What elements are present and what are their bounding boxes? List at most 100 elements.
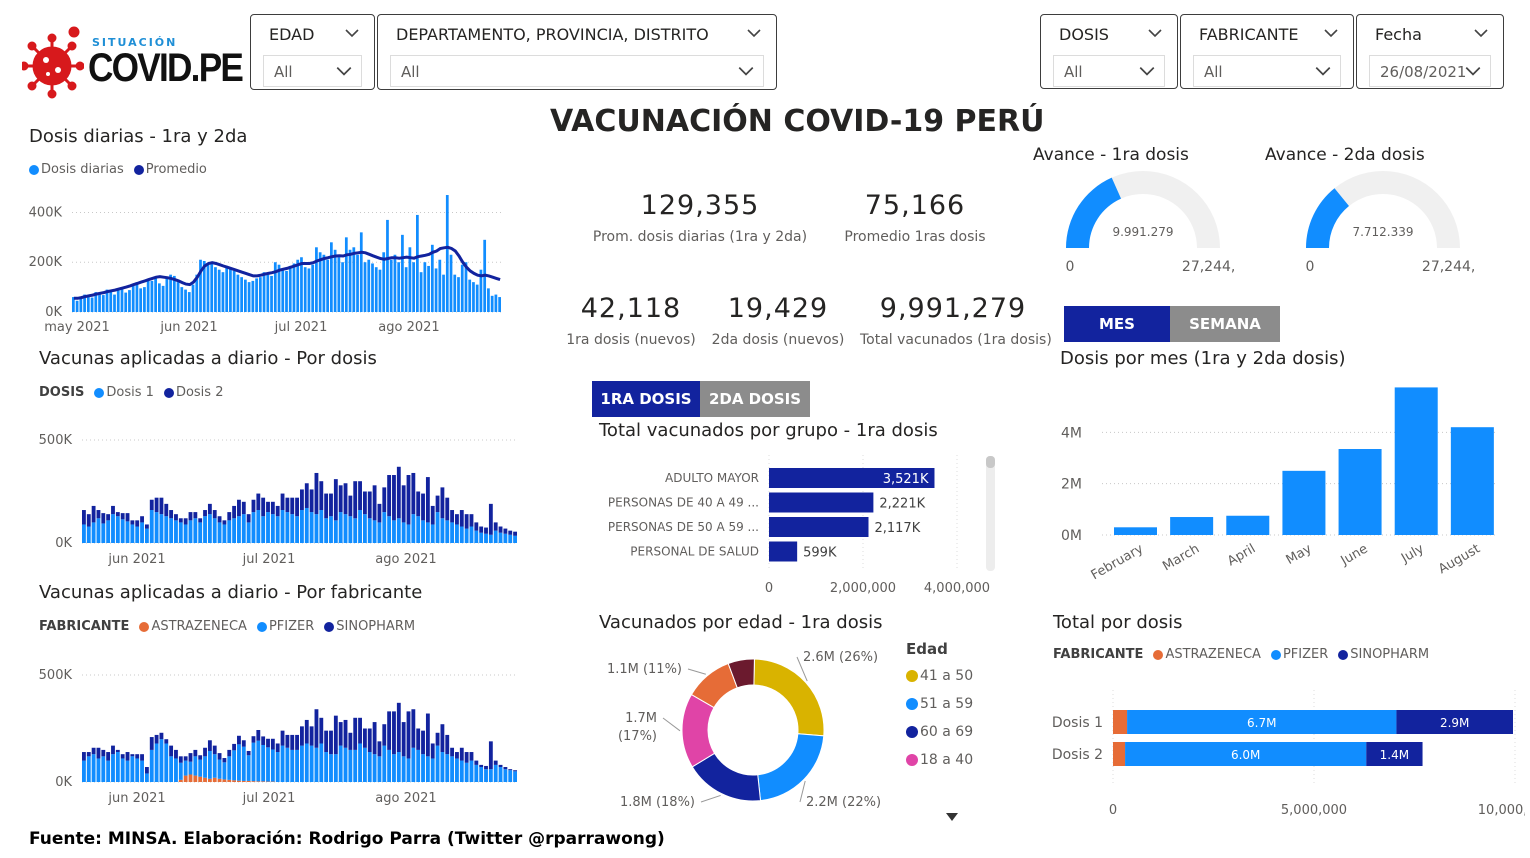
bar-dosis-1 xyxy=(450,522,455,543)
bar xyxy=(232,270,236,312)
bar-dosis-1 xyxy=(396,518,401,543)
bar-sinopharm xyxy=(149,737,154,750)
gauge-1ra-dosis: 9.991.279 0 27,244,203 xyxy=(1066,171,1235,275)
slicer-dropdown[interactable]: All xyxy=(390,55,764,87)
chevron-down-icon xyxy=(1324,29,1338,38)
bar-dosis-2 xyxy=(498,526,503,533)
x-tick-label: ago 2021 xyxy=(375,791,436,806)
y-tick-label: 0M xyxy=(1061,528,1082,544)
bar-dosis-1 xyxy=(198,522,203,543)
bar xyxy=(1170,517,1214,535)
bar-dosis-1 xyxy=(304,507,309,543)
bar-sinopharm xyxy=(343,719,348,748)
slicer-dropdown[interactable]: All xyxy=(1053,55,1165,87)
chart-title-by-dose: Vacunas aplicadas a diario - Por dosis xyxy=(39,348,377,369)
bar-sinopharm xyxy=(382,724,387,746)
bar xyxy=(124,292,128,312)
bar xyxy=(416,214,419,312)
x-tick-label: may 2021 xyxy=(44,320,110,335)
bar xyxy=(378,269,382,312)
slicer-fabricante[interactable]: FABRICANTE All xyxy=(1180,14,1354,89)
bar-pfizer xyxy=(498,767,503,782)
kpi-total-vacunados: 9,991,279 Total vacunados (1ra dosis) xyxy=(860,293,1052,348)
kpi-label: Prom. dosis diarias (1ra y 2da) xyxy=(592,229,808,245)
bar-dosis-2 xyxy=(198,518,203,523)
bar-dosis-2 xyxy=(222,520,227,525)
bar-pfizer xyxy=(406,758,411,782)
slicer-departamento[interactable]: DEPARTAMENTO, PROVINCIA, DISTRITO All xyxy=(377,14,777,90)
bar-dosis-1 xyxy=(125,521,130,543)
bar-astrazeneca xyxy=(198,776,203,782)
chevron-down-icon xyxy=(345,29,359,38)
toggle-semana-button[interactable]: SEMANA xyxy=(1170,306,1280,342)
bar-dosis-1 xyxy=(488,534,493,543)
bar-astrazeneca xyxy=(217,778,222,782)
bar-pfizer xyxy=(227,756,232,780)
bar-sinopharm xyxy=(329,730,333,755)
bar-dosis-2 xyxy=(421,493,425,521)
slicer-dropdown[interactable]: All xyxy=(263,55,362,87)
chevron-down-icon xyxy=(738,67,754,76)
bar-astrazeneca xyxy=(227,779,232,782)
footer-source: Fuente: MINSA. Elaboración: Rodrigo Parr… xyxy=(29,829,665,849)
bar xyxy=(1338,449,1382,535)
bar-dosis-2 xyxy=(314,472,319,515)
bar xyxy=(300,257,303,312)
bar-pfizer xyxy=(421,754,425,782)
legend-item: Dosis 1 xyxy=(106,385,154,400)
toggle-mes-button[interactable]: MES xyxy=(1064,306,1170,342)
gauge-max: 27,244,203 xyxy=(1422,259,1475,275)
pie-slice xyxy=(727,658,755,689)
legend-scroll-down-icon[interactable] xyxy=(945,812,959,822)
bar-dosis-1 xyxy=(120,519,125,543)
chart-by-manufacturer: 0K 500K jun 2021 jul 2021 ago 2021 xyxy=(39,668,518,806)
slicer-dosis[interactable]: DOSIS All xyxy=(1040,14,1178,89)
y-tick-label: 400K xyxy=(29,205,63,220)
bar xyxy=(438,259,442,312)
bar-dosis-1 xyxy=(144,528,149,543)
bar xyxy=(94,292,98,312)
bar xyxy=(161,285,165,312)
x-tick-label: 4,000,000 xyxy=(924,581,990,596)
bar-dosis-2 xyxy=(203,510,207,517)
bar-dosis-2 xyxy=(300,489,304,511)
bar-pfizer xyxy=(396,752,401,782)
legend-item: ASTRAZENECA xyxy=(151,619,247,634)
x-tick-label: jul 2021 xyxy=(274,320,328,335)
bar-dosis-2 xyxy=(319,481,324,511)
bar xyxy=(191,284,195,312)
bar-pfizer xyxy=(372,754,377,782)
bar-sinopharm xyxy=(396,702,401,753)
bar-pfizer xyxy=(237,744,241,781)
slicer-dropdown[interactable]: 26/08/2021 xyxy=(1369,55,1491,87)
bar-dosis-1 xyxy=(212,518,217,543)
bar xyxy=(251,280,255,312)
bar-dosis-2 xyxy=(193,512,198,519)
bar-sinopharm xyxy=(372,722,377,755)
bar-pfizer xyxy=(207,750,212,779)
slicer-fecha[interactable]: Fecha 26/08/2021 xyxy=(1356,14,1504,89)
toggle-1ra-dosis-button[interactable]: 1RA DOSIS xyxy=(592,381,700,417)
bar-dosis-1 xyxy=(513,535,517,543)
bar-sinopharm xyxy=(275,743,280,753)
bar-sinopharm xyxy=(241,740,246,747)
slicer-dropdown[interactable]: All xyxy=(1193,55,1341,87)
bar xyxy=(389,259,393,312)
bar xyxy=(457,277,460,312)
bar-sinopharm xyxy=(392,711,396,755)
bar-pfizer xyxy=(130,756,135,782)
bar xyxy=(258,277,262,312)
bar-astrazeneca xyxy=(203,777,207,782)
bar-dosis-1 xyxy=(421,520,425,543)
bar xyxy=(442,274,445,312)
toggle-2da-dosis-button[interactable]: 2DA DOSIS xyxy=(700,381,810,417)
bar-pfizer xyxy=(508,770,513,782)
bar xyxy=(229,268,232,312)
bar xyxy=(1282,470,1326,535)
bar-pfizer xyxy=(169,756,174,782)
bar-dosis-1 xyxy=(149,510,154,543)
bar-pfizer xyxy=(246,755,251,781)
bar-pfizer xyxy=(314,747,319,782)
slicer-edad[interactable]: EDAD All xyxy=(250,14,375,90)
bar-dosis-2 xyxy=(508,530,513,535)
